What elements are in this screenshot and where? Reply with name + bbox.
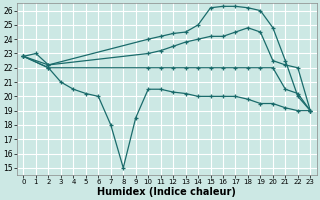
X-axis label: Humidex (Indice chaleur): Humidex (Indice chaleur): [98, 187, 236, 197]
